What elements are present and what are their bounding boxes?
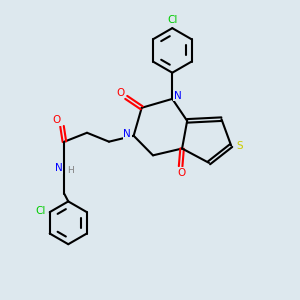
Text: Cl: Cl xyxy=(35,206,45,216)
Text: H: H xyxy=(68,166,74,175)
Text: O: O xyxy=(116,88,124,98)
Text: O: O xyxy=(177,168,185,178)
Text: N: N xyxy=(123,129,131,139)
Text: O: O xyxy=(52,115,61,125)
Text: S: S xyxy=(236,140,243,151)
Text: N: N xyxy=(55,164,62,173)
Text: N: N xyxy=(174,91,182,101)
Text: Cl: Cl xyxy=(167,15,178,25)
